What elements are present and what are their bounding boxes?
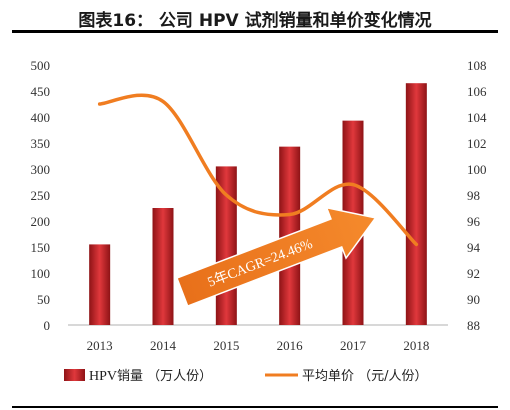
right-tick-label: 104 [467,110,487,125]
right-axis-ticks: 88 90 92 94 96 98 100 102 104 106 108 [467,58,487,333]
right-tick-label: 106 [467,84,487,99]
left-tick-label: 50 [37,292,50,307]
right-tick-label: 92 [467,266,480,281]
left-tick-label: 450 [31,84,51,99]
right-tick-label: 108 [467,58,487,73]
right-tick-label: 88 [467,318,480,333]
bar-2018 [405,83,427,325]
x-tick-label: 2016 [277,338,304,353]
legend-bar-swatch [64,369,85,381]
right-tick-label: 94 [467,240,481,255]
right-tick-label: 90 [467,292,480,307]
cagr-arrow [175,206,377,308]
x-axis-ticks: 2013 2014 2015 2016 2017 2018 [87,338,430,353]
x-tick-label: 2013 [87,338,113,353]
legend: HPV销量 （万人份） 平均单价 （元/人份） [64,369,428,384]
left-tick-label: 150 [31,240,51,255]
bar-series [89,83,427,325]
legend-bar-label-en: HPV [89,369,117,384]
left-tick-label: 300 [31,162,51,177]
right-tick-label: 102 [467,136,487,151]
left-tick-label: 0 [44,318,51,333]
right-tick-label: 98 [467,188,480,203]
bottom-rule [12,406,498,408]
x-tick-label: 2014 [150,338,177,353]
right-tick-label: 100 [467,162,487,177]
left-tick-label: 400 [31,110,51,125]
x-tick-label: 2018 [403,338,429,353]
x-tick-label: 2015 [213,338,239,353]
x-tick-label: 2017 [340,338,367,353]
legend-line-label: 平均单价 （元/人份） [302,369,428,384]
right-tick-label: 96 [467,214,481,229]
title-rule [12,30,498,33]
legend-bar-label: HPV销量 （万人份） [89,369,212,384]
left-tick-label: 500 [31,58,51,73]
left-tick-label: 100 [31,266,51,281]
left-tick-label: 250 [31,188,51,203]
bar-2015 [215,166,237,325]
bar-2013 [89,244,111,325]
left-axis-ticks: 0 50 100 150 200 250 300 350 400 450 500 [31,58,51,333]
chart-title: 图表16： 公司 HPV 试剂销量和单价变化情况 [78,11,432,31]
legend-bar-label-zh: 销量 （万人份） [117,369,212,384]
bar-2014 [152,208,174,325]
price-line [97,93,419,247]
left-tick-label: 350 [31,136,51,151]
left-tick-label: 200 [31,214,51,229]
